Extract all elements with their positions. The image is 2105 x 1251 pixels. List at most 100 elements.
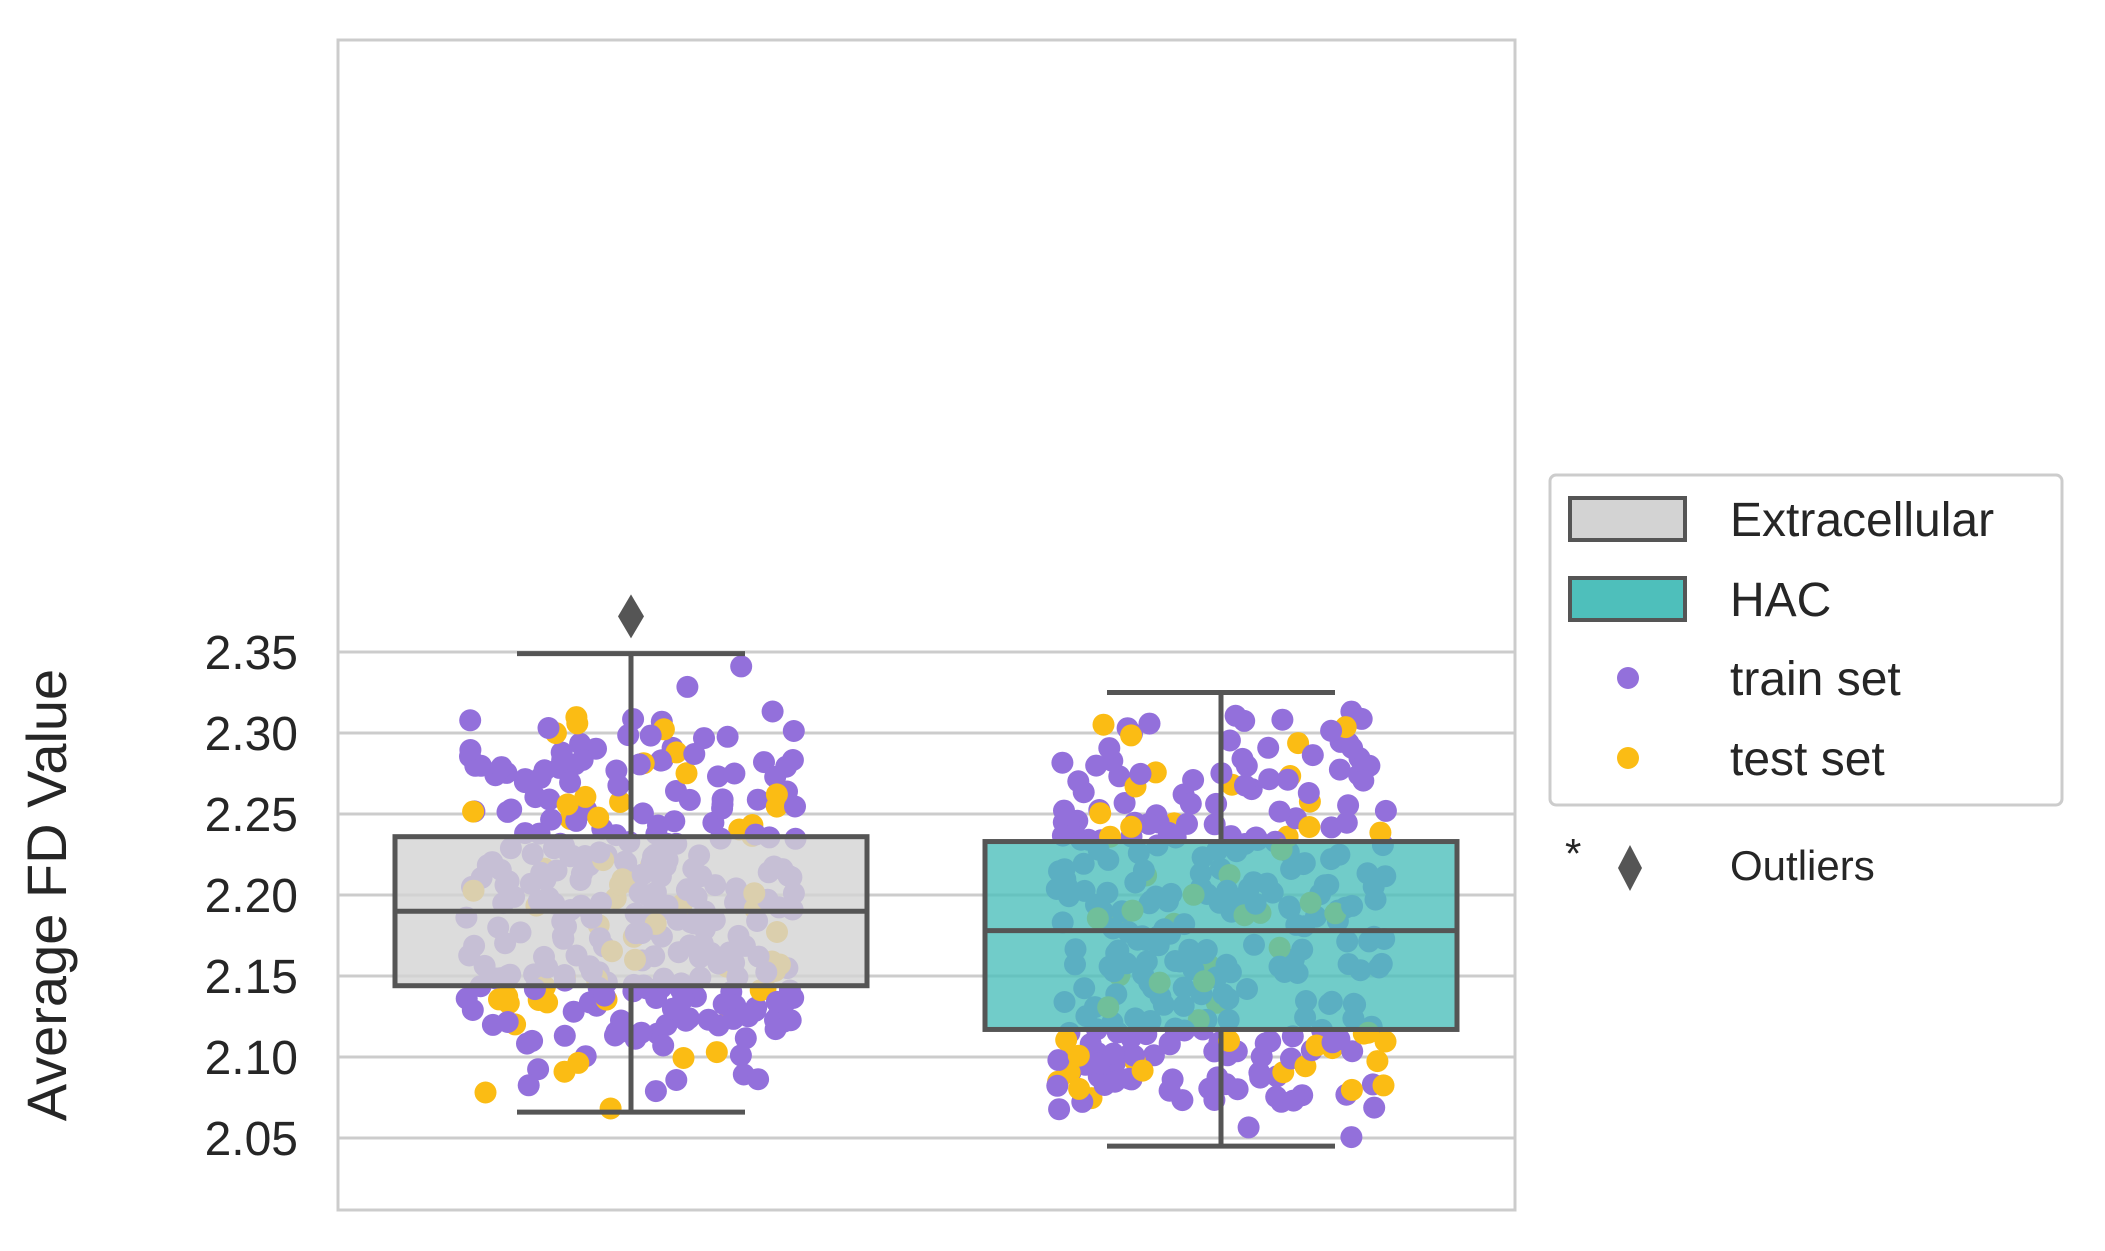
box-hac xyxy=(982,839,1460,1032)
train-point xyxy=(559,771,582,794)
train-point xyxy=(1171,1089,1194,1112)
train-point xyxy=(782,720,805,742)
box-elements xyxy=(392,594,1460,1149)
train-point xyxy=(1374,799,1397,822)
train-point xyxy=(630,1021,653,1044)
train-point xyxy=(1137,812,1160,835)
train-point xyxy=(1231,747,1254,770)
train-point xyxy=(1271,708,1294,731)
train-point xyxy=(707,1014,730,1037)
train-point xyxy=(593,984,616,1007)
outlier-note: * Outliers xyxy=(1565,830,1875,891)
test-point xyxy=(1372,1074,1395,1097)
train-point xyxy=(631,802,654,825)
test-point xyxy=(599,1097,622,1120)
train-point xyxy=(1161,1068,1184,1091)
y-axis-ticks: 2.05 2.10 2.15 2.20 2.25 2.30 2.35 xyxy=(205,627,298,1166)
train-point xyxy=(1047,1049,1070,1072)
test-point xyxy=(765,783,788,806)
train-point xyxy=(746,788,769,811)
train-point xyxy=(1335,811,1358,834)
train-point xyxy=(537,717,560,739)
train-point xyxy=(639,724,662,747)
train-point xyxy=(1053,799,1075,822)
train-point xyxy=(533,759,556,782)
train-point xyxy=(1340,1126,1363,1149)
train-point xyxy=(1282,1089,1305,1112)
train-point xyxy=(1179,792,1202,815)
train-point xyxy=(652,1034,675,1057)
test-point xyxy=(1089,802,1112,825)
train-point xyxy=(765,990,788,1013)
train-point xyxy=(1258,768,1281,791)
outlier-diamond-icon xyxy=(1618,845,1642,891)
train-point xyxy=(1142,1044,1165,1067)
legend-label-test: test set xyxy=(1730,733,1885,786)
train-point xyxy=(784,795,806,818)
legend-frame xyxy=(1548,473,2064,807)
train-point xyxy=(707,765,729,788)
train-point xyxy=(1102,1042,1125,1065)
train-point xyxy=(628,753,651,776)
train-point xyxy=(1301,744,1324,767)
test-point xyxy=(1068,1077,1091,1100)
train-point xyxy=(663,810,686,833)
legend: Extracellular HAC train set test set xyxy=(1548,473,2064,807)
train-point xyxy=(1046,1074,1069,1097)
legend-marker-test xyxy=(1617,747,1639,769)
train-point xyxy=(761,700,784,723)
test-point xyxy=(496,985,519,1008)
y-tick-label: 2.20 xyxy=(205,870,298,923)
train-point xyxy=(781,749,804,771)
train-point xyxy=(565,809,588,832)
train-point xyxy=(711,797,734,820)
train-point xyxy=(459,739,482,761)
test-point xyxy=(1287,732,1310,755)
train-point xyxy=(1257,736,1280,759)
test-point xyxy=(1120,815,1143,838)
train-point xyxy=(747,1068,770,1091)
legend-label-extracellular: Extracellular xyxy=(1730,494,1994,547)
train-point xyxy=(1085,754,1108,777)
train-point xyxy=(1276,768,1299,791)
train-point xyxy=(610,1009,632,1032)
outlier-diamond-icon xyxy=(618,594,644,639)
legend-marker-train xyxy=(1617,667,1639,689)
train-point xyxy=(1113,792,1136,814)
test-point xyxy=(1369,821,1392,844)
legend-swatch-hac xyxy=(1568,576,1687,622)
legend-swatch-extracellular xyxy=(1568,496,1687,542)
outlier-label: Outliers xyxy=(1730,842,1875,889)
train-point xyxy=(672,987,695,1010)
test-point xyxy=(556,793,579,816)
train-point xyxy=(496,1011,519,1033)
test-point xyxy=(705,1041,728,1064)
train-point xyxy=(562,1000,585,1023)
train-point xyxy=(1363,1096,1386,1119)
test-point xyxy=(474,1081,497,1104)
train-point xyxy=(676,675,699,698)
train-point xyxy=(693,727,715,750)
test-point xyxy=(1374,1030,1397,1053)
train-point xyxy=(723,762,746,785)
test-point xyxy=(1092,713,1115,736)
train-point xyxy=(1051,751,1074,774)
train-point xyxy=(1321,1031,1344,1054)
test-point xyxy=(565,706,588,729)
train-point xyxy=(553,1024,576,1047)
train-point xyxy=(729,1044,752,1067)
train-point xyxy=(1103,1070,1126,1093)
y-tick-label: 2.30 xyxy=(205,708,298,761)
legend-label-hac: HAC xyxy=(1730,574,1831,627)
train-point xyxy=(571,748,594,771)
test-point xyxy=(1366,1050,1389,1073)
y-tick-label: 2.05 xyxy=(205,1113,298,1166)
train-point xyxy=(551,748,574,771)
train-point xyxy=(1176,812,1198,835)
train-point xyxy=(683,743,706,765)
legend-label-train: train set xyxy=(1730,653,1901,706)
test-point xyxy=(609,791,632,813)
train-point xyxy=(779,1009,802,1032)
train-point xyxy=(1341,737,1364,759)
